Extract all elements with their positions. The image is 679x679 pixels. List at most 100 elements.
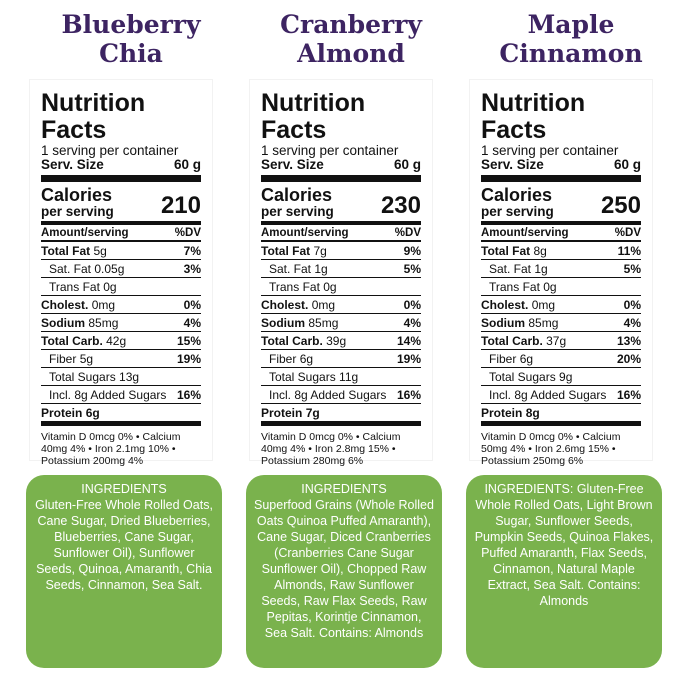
amount-label: Amount/serving bbox=[41, 227, 129, 239]
calories-labels: Calories per serving bbox=[261, 186, 334, 219]
nutrient: Sodium 85mg bbox=[481, 315, 558, 331]
title-line: Almond bbox=[297, 39, 405, 68]
ingredients-heading: INGREDIENTS bbox=[81, 482, 167, 496]
nutrient-row: Incl. 8g Added Sugars 16% bbox=[41, 386, 201, 404]
nutrient-label: Total Fat bbox=[481, 243, 531, 258]
nutrient: Cholest. 0mg bbox=[261, 297, 335, 313]
nutrient-amount: 5g bbox=[93, 243, 107, 258]
nutrient-label: Total Carb. bbox=[261, 333, 323, 348]
nutrient-amount: 85mg bbox=[308, 315, 339, 330]
nutrient: Sodium 85mg bbox=[41, 315, 118, 331]
calories-value: 230 bbox=[380, 192, 421, 219]
nutrient-row: Cholest. 0mg 0% bbox=[261, 296, 421, 314]
nutrient-dv: 7% bbox=[183, 243, 201, 258]
nutrient-row: Total Carb. 39g 14% bbox=[261, 332, 421, 350]
nutrient: Total Fat 5g bbox=[41, 243, 107, 259]
calories-sub: per serving bbox=[261, 204, 334, 219]
nutrient-amount: 8g bbox=[525, 405, 540, 420]
nutrient-dv: 0% bbox=[623, 297, 641, 312]
nutrient-amount: 85mg bbox=[88, 315, 119, 330]
nutrient-label: Fiber bbox=[49, 351, 77, 366]
nutrient-amount: 1g bbox=[314, 261, 328, 276]
nutrient: Sat. Fat 1g bbox=[481, 261, 548, 277]
nutrient-dv: 19% bbox=[396, 351, 421, 366]
nutrition-heading: Nutrition Facts bbox=[481, 89, 586, 144]
nutrient-dv: 16% bbox=[396, 387, 421, 402]
nutrition-label: Nutrition Facts 1 serving per container Se… bbox=[250, 80, 432, 467]
calories-label: Calories bbox=[481, 185, 553, 205]
nutrient: Cholest. 0mg bbox=[481, 297, 555, 313]
serving-size-label: Serv. Size bbox=[261, 157, 324, 172]
serving-size-value: 60 g bbox=[393, 157, 421, 172]
title-line: Chia bbox=[99, 39, 163, 68]
nutrient-row: Protein 7g bbox=[261, 404, 421, 426]
amount-label: Amount/serving bbox=[261, 227, 349, 239]
title-line: Cinnamon bbox=[499, 39, 643, 68]
nutrient-row: Cholest. 0mg 0% bbox=[481, 296, 641, 314]
nutrition-heading: Nutrition Facts bbox=[261, 89, 366, 144]
product-column: Maple Cinnamon Nutrition Facts 1 serving pe… bbox=[466, 0, 676, 679]
nutrient-label: Total Sugars bbox=[49, 369, 116, 384]
nutrient-row: Total Fat 8g 11% bbox=[481, 242, 641, 260]
calories-labels: Calories per serving bbox=[481, 186, 554, 219]
nutrient-amount: 7g bbox=[305, 405, 320, 420]
nutrient-amount: 7g bbox=[313, 243, 327, 258]
nutrient: Fiber 6g bbox=[481, 351, 533, 367]
nutrient-amount: 0mg bbox=[311, 297, 336, 312]
nutrient-label: Cholest. bbox=[481, 297, 529, 312]
nutrient-amount: 11g bbox=[339, 369, 359, 384]
nutrient-label: Protein bbox=[261, 405, 303, 420]
nutrient-row: Trans Fat 0g bbox=[261, 278, 421, 296]
nutrient-label: Sodium bbox=[261, 315, 305, 330]
nutrient-amount: 0g bbox=[103, 279, 117, 294]
nutrient: Protein 8g bbox=[481, 405, 540, 421]
nutrient-label: Trans Fat bbox=[489, 279, 540, 294]
nutrient-amount: 9g bbox=[559, 369, 573, 384]
nutrient-label: Total Fat bbox=[261, 243, 311, 258]
serving-size: Serv. Size 60 g bbox=[481, 158, 641, 182]
nutrient-row: Sodium 85mg 4% bbox=[41, 314, 201, 332]
calories: Calories per serving 230 bbox=[261, 182, 421, 225]
nutrient: Protein 7g bbox=[261, 405, 320, 421]
ingredients-heading: INGREDIENTS bbox=[301, 482, 387, 496]
nutrient-label: Sodium bbox=[481, 315, 525, 330]
nutrient: Sat. Fat 0.05g bbox=[41, 261, 124, 277]
nutrient-amount: 0mg bbox=[531, 297, 556, 312]
ingredients-text: Gluten-Free Whole Rolled Oats, Cane Suga… bbox=[35, 498, 213, 592]
nutrient-amount: 13g bbox=[119, 369, 140, 384]
nutrition-heading: Nutrition Facts bbox=[41, 89, 146, 144]
nutrient-label: Total Fat bbox=[41, 243, 91, 258]
nutrient-label: Cholest. bbox=[261, 297, 309, 312]
servings: 1 serving per container bbox=[41, 143, 179, 158]
vitamins-footnote: Vitamin D 0mcg 0% • Calcium 50mg 4% • Ir… bbox=[481, 431, 621, 467]
nutrient-row: Total Carb. 42g 15% bbox=[41, 332, 201, 350]
nutrient-amount: 6g bbox=[299, 351, 314, 366]
nutrient-label: Total Carb. bbox=[41, 333, 103, 348]
nutrient-row: Total Sugars 11g bbox=[261, 368, 421, 386]
product-column: Blueberry Chia Nutrition Facts 1 serving pe… bbox=[26, 0, 236, 679]
calories-label: Calories bbox=[261, 185, 333, 205]
product-title: Blueberry Chia bbox=[26, 10, 236, 68]
nutrient-label: Sat. Fat bbox=[49, 261, 92, 276]
nutrition-label: Nutrition Facts 1 serving per container Se… bbox=[30, 80, 212, 467]
nutrient-amount: 85mg bbox=[528, 315, 559, 330]
nutrient-dv: 16% bbox=[176, 387, 201, 402]
nutrition-label: Nutrition Facts 1 serving per container Se… bbox=[470, 80, 652, 467]
nutrient-dv: 4% bbox=[623, 315, 641, 330]
nutrient-row: Fiber 5g 19% bbox=[41, 350, 201, 368]
nutrient-dv: 3% bbox=[183, 261, 201, 276]
nutrient-label: Sodium bbox=[41, 315, 85, 330]
servings: 1 serving per container bbox=[481, 143, 619, 158]
nutrient-dv: 4% bbox=[183, 315, 201, 330]
nutrient-label: Cholest. bbox=[41, 297, 89, 312]
dv-label: %DV bbox=[174, 227, 201, 239]
serving-size-value: 60 g bbox=[173, 157, 201, 172]
nutrient-row: Sodium 85mg 4% bbox=[261, 314, 421, 332]
amount-header: Amount/serving %DV bbox=[41, 225, 201, 242]
nutrient-amount: 0g bbox=[543, 279, 557, 294]
nutrient-dv: 4% bbox=[403, 315, 421, 330]
nutrient: Incl. 8g Added Sugars bbox=[41, 387, 166, 403]
nutrient: Incl. 8g Added Sugars bbox=[261, 387, 386, 403]
nutrient-amount: 6g bbox=[519, 351, 534, 366]
